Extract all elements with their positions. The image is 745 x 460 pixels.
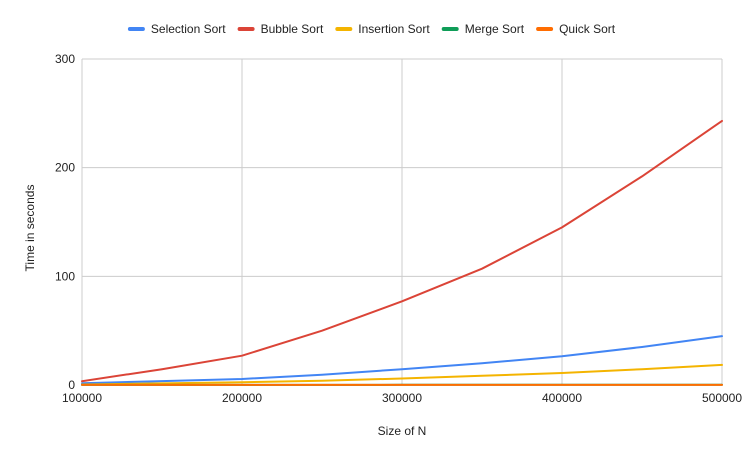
legend-label: Quick Sort — [559, 22, 616, 36]
y-tick-label: 100 — [55, 269, 75, 283]
legend: Selection Sort Bubble Sort Insertion Sort M… — [127, 22, 616, 36]
series-lines — [81, 119, 723, 386]
series-line-selection-sort — [81, 335, 723, 385]
x-axis-title: Size of N — [378, 424, 427, 438]
series-line-bubble-sort — [81, 119, 723, 383]
legend-item: Quick Sort — [536, 22, 616, 36]
y-axis-ticks: 0 100 200 300 — [55, 52, 75, 392]
legend-label: Bubble Sort — [261, 22, 324, 36]
x-axis-ticks: 100000 200000 300000 400000 500000 — [62, 391, 742, 405]
x-tick-label: 300000 — [382, 391, 422, 405]
series-line-insertion-sort — [81, 363, 723, 386]
legend-item: Bubble Sort — [237, 22, 324, 36]
legend-item: Selection Sort — [127, 22, 226, 36]
legend-label: Selection Sort — [151, 22, 226, 36]
legend-label: Insertion Sort — [358, 22, 430, 36]
y-tick-label: 300 — [55, 52, 75, 66]
x-tick-label: 400000 — [542, 391, 582, 405]
legend-item: Insertion Sort — [335, 22, 430, 36]
x-tick-label: 100000 — [62, 391, 102, 405]
y-tick-label: 0 — [68, 378, 75, 392]
x-tick-label: 500000 — [702, 391, 742, 405]
y-axis-title: Time in seconds — [23, 185, 37, 272]
x-tick-label: 200000 — [222, 391, 262, 405]
legend-label: Merge Sort — [465, 22, 525, 36]
legend-item: Merge Sort — [441, 22, 525, 36]
y-tick-label: 200 — [55, 161, 75, 175]
